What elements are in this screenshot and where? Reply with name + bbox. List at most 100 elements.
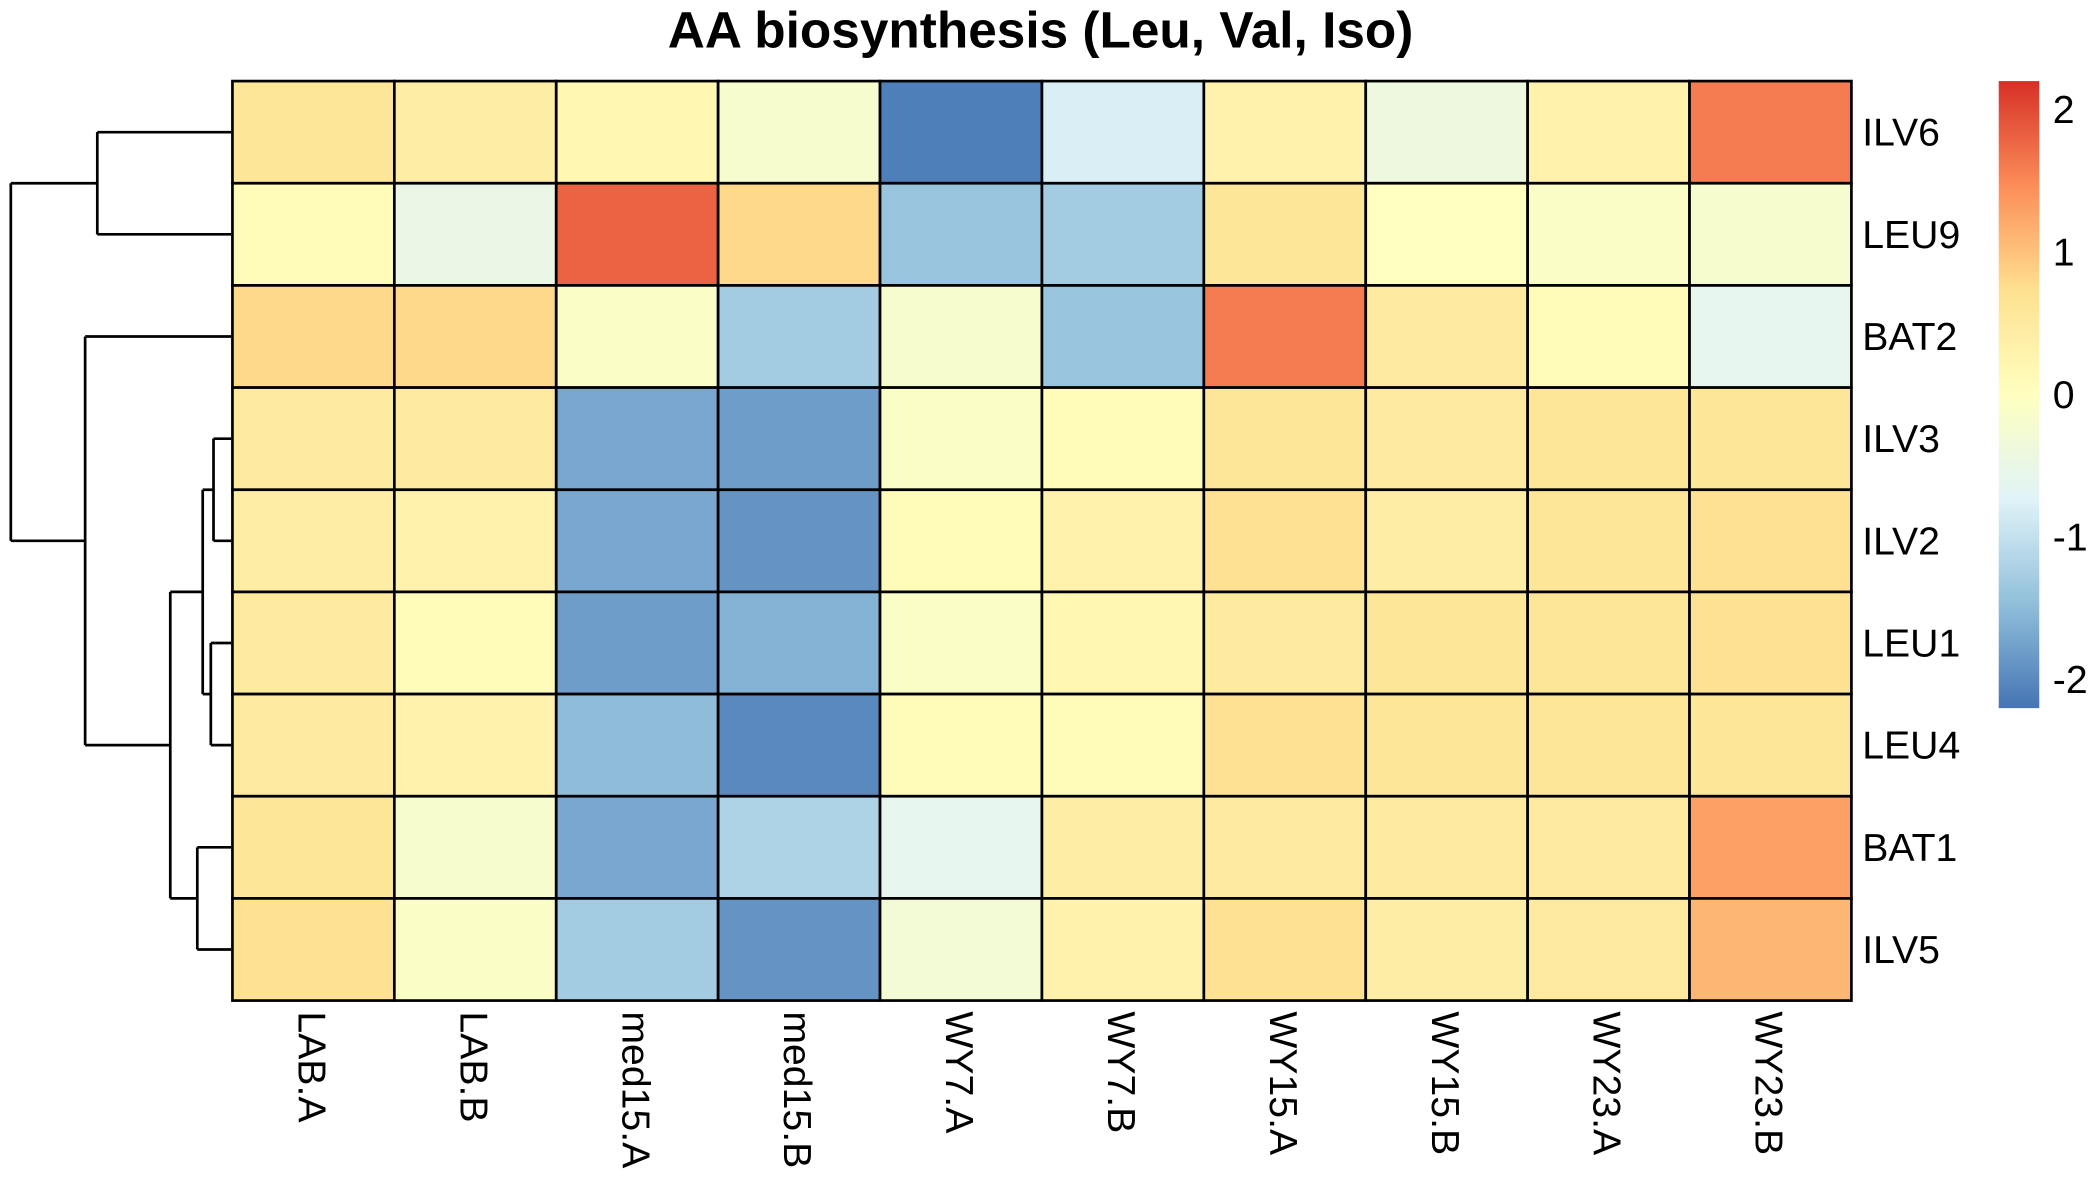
heatmap-cell-bat1-wy23-b: [1688, 794, 1853, 900]
heatmap-cell-ilv5-wy15-a: [1202, 897, 1368, 1002]
heatmap-cell-bat1-wy7-a: [878, 794, 1044, 900]
row-label-ilv2: ILV2: [1862, 520, 1940, 563]
heatmap-cell-ilv3-med15-a: [554, 386, 720, 492]
heatmap-cell-ilv6-wy23-a: [1526, 79, 1691, 185]
heatmap-cell-ilv3-wy23-b: [1688, 386, 1853, 492]
heatmap-cell-leu1-med15-a: [554, 590, 720, 696]
row-labels: ILV6 LEU9 BAT2 ILV3 ILV2 LEU1 LEU4 BAT1 ILV5: [1862, 112, 1960, 972]
heatmap-cell-leu4-lab-b: [392, 692, 558, 798]
heatmap-cell-bat1-lab-b: [392, 794, 558, 900]
heatmap-cell-ilv3-lab-a: [231, 386, 396, 492]
heatmap-cell-bat2-wy7-a: [878, 284, 1044, 389]
heatmap-cell-ilv2-wy23-a: [1526, 488, 1691, 594]
heatmap-cell-ilv5-med15-a: [554, 897, 720, 1002]
column-label-wy7-a: WY7.A: [937, 1011, 980, 1134]
heatmap-cell-ilv6-wy23-b: [1688, 79, 1853, 185]
heatmap-cell-ilv6-wy15-b: [1364, 79, 1529, 185]
row-label-bat2: BAT2: [1862, 316, 1957, 359]
heatmap-cell-ilv2-wy15-a: [1202, 488, 1368, 594]
legend-tick-label: 0: [2053, 374, 2075, 417]
row-label-leu9: LEU9: [1862, 214, 1960, 257]
color-legend: 2 1 0 -1 -2: [1998, 81, 2088, 709]
column-label-wy23-a: WY23.A: [1585, 1011, 1628, 1156]
heatmap-cell-leu1-wy15-a: [1202, 590, 1368, 696]
legend-tick-label: 2: [2053, 89, 2075, 132]
column-label-wy15-a: WY15.A: [1261, 1011, 1304, 1156]
heatmap-cell-leu4-med15-b: [716, 692, 882, 798]
chart-title: AA biosynthesis (Leu, Val, Iso): [668, 1, 1414, 58]
heatmap-cell-bat2-wy23-b: [1688, 284, 1853, 389]
heatmap-cell-leu4-wy7-b: [1040, 692, 1206, 798]
heatmap-cell-ilv6-lab-a: [231, 79, 396, 185]
heatmap-cell-ilv6-wy7-a: [878, 79, 1044, 185]
heatmap-cell-ilv2-wy23-b: [1688, 488, 1853, 594]
heatmap-cell-leu1-lab-b: [392, 590, 558, 696]
heatmap-cell-bat1-wy15-b: [1364, 794, 1529, 900]
heatmap-cell-bat1-med15-b: [716, 794, 882, 900]
heatmap-cell-leu9-lab-b: [392, 181, 558, 287]
heatmap-cell-ilv6-wy15-a: [1202, 79, 1368, 185]
heatmap-cell-ilv5-wy7-b: [1040, 897, 1206, 1002]
heatmap-cell-leu9-wy15-b: [1364, 181, 1529, 287]
heatmap-cell-ilv3-wy15-a: [1202, 386, 1368, 492]
heatmap-cell-bat1-lab-a: [231, 794, 396, 900]
legend-tick-label: -2: [2053, 659, 2088, 702]
heatmap-cell-ilv3-wy7-b: [1040, 386, 1206, 492]
heatmap-cell-leu9-wy15-a: [1202, 181, 1368, 287]
heatmap-cell-leu1-wy7-b: [1040, 590, 1206, 696]
legend-color-bar: [1998, 81, 2040, 709]
heatmap-cell-bat2-wy7-b: [1040, 284, 1206, 389]
row-label-ilv6: ILV6: [1862, 112, 1940, 155]
row-dendrogram: [9, 130, 232, 951]
heatmap-cell-ilv3-wy15-b: [1364, 386, 1529, 492]
heatmap-cell-leu4-lab-a: [231, 692, 396, 798]
heatmap-cell-leu4-wy15-a: [1202, 692, 1368, 798]
heatmap-cell-ilv3-wy23-a: [1526, 386, 1691, 492]
heatmap-cell-ilv6-med15-a: [554, 79, 720, 185]
heatmap-cell-ilv5-wy7-a: [878, 897, 1044, 1002]
heatmap-cell-ilv2-lab-b: [392, 488, 558, 594]
heatmap-cell-leu1-wy7-a: [878, 590, 1044, 696]
heatmap-cell-ilv6-wy7-b: [1040, 79, 1206, 185]
heatmap-cell-bat2-wy23-a: [1526, 284, 1691, 389]
heatmap-cell-leu4-med15-a: [554, 692, 720, 798]
row-label-leu1: LEU1: [1862, 623, 1960, 666]
legend-tick-label: 1: [2053, 232, 2075, 275]
heatmap-cell-bat2-lab-b: [392, 284, 558, 389]
heatmap-cell-ilv5-wy23-b: [1688, 897, 1853, 1002]
column-label-lab-b: LAB.B: [451, 1011, 494, 1122]
row-label-ilv5: ILV5: [1862, 929, 1940, 972]
heatmap-cell-ilv2-wy7-b: [1040, 488, 1206, 594]
heatmap-cell-leu1-med15-b: [716, 590, 882, 696]
heatmap-cell-ilv2-wy15-b: [1364, 488, 1529, 594]
heatmap-cell-bat1-med15-a: [554, 794, 720, 900]
heatmap-cell-ilv5-wy23-a: [1526, 897, 1691, 1002]
column-label-wy7-b: WY7.B: [1099, 1011, 1142, 1133]
heatmap-cell-leu1-wy23-b: [1688, 590, 1853, 696]
heatmap-cell-ilv2-lab-a: [231, 488, 396, 594]
heatmap-cell-ilv3-lab-b: [392, 386, 558, 492]
heatmap-cell-leu4-wy15-b: [1364, 692, 1529, 798]
column-label-med15-b: med15.B: [775, 1011, 818, 1168]
heatmap-cell-leu9-lab-a: [231, 181, 396, 287]
heatmap-cell-ilv2-med15-a: [554, 488, 720, 594]
heatmap-cells: [231, 79, 1853, 1002]
heatmap-cell-leu4-wy23-a: [1526, 692, 1691, 798]
heatmap-cell-bat1-wy15-a: [1202, 794, 1368, 900]
heatmap-cell-leu9-wy7-a: [878, 181, 1044, 287]
heatmap-cell-bat1-wy23-a: [1526, 794, 1691, 900]
heatmap-cell-ilv3-med15-b: [716, 386, 882, 492]
heatmap-cell-leu4-wy7-a: [878, 692, 1044, 798]
heatmap-cell-ilv5-med15-b: [716, 897, 882, 1002]
heatmap-cell-ilv5-lab-b: [392, 897, 558, 1002]
row-label-bat1: BAT1: [1862, 827, 1957, 870]
row-label-leu4: LEU4: [1862, 725, 1960, 768]
heatmap-cell-leu1-lab-a: [231, 590, 396, 696]
heatmap-cell-bat2-wy15-b: [1364, 284, 1529, 389]
heatmap-cell-bat2-wy15-a: [1202, 284, 1368, 389]
column-label-med15-a: med15.A: [613, 1011, 656, 1169]
row-label-ilv3: ILV3: [1862, 418, 1940, 461]
heatmap-cell-leu1-wy23-a: [1526, 590, 1691, 696]
heatmap-cell-ilv2-wy7-a: [878, 488, 1044, 594]
